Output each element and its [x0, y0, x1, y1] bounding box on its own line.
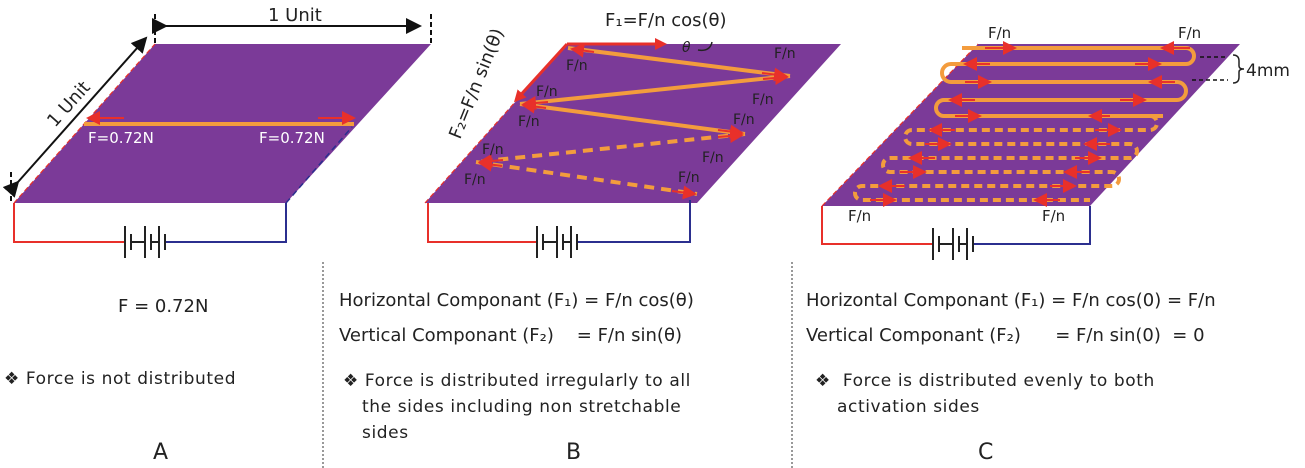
panel-c-fn-top-right: F/n	[1178, 24, 1201, 42]
panel-b-horizontal-component: Horizontal Componant (F₁) = F/n cos(θ)	[339, 290, 694, 311]
panel-a-formula: F = 0.72N	[118, 296, 209, 317]
panel-c-bullet-text-2: activation sides	[837, 397, 980, 417]
panel-c-sheet	[822, 44, 1240, 206]
panel-b-vertical-component: Vertical Componant (F₂) = F/n sin(θ)	[339, 325, 682, 346]
panel-a-bullet: ❖ Force is not distributed	[4, 368, 236, 391]
panel-b-fn-6: F/n	[733, 112, 755, 128]
panel-b-zigzag-actuator	[475, 46, 791, 196]
panel-c-bullet: ❖ Force is distributed evenly to both	[815, 370, 1155, 393]
panel-a-side-dimension	[2, 36, 148, 198]
panel-b-f1-label: F₁=F/n cos(θ)	[605, 10, 727, 31]
panel-c-spacing-brace	[1232, 54, 1245, 84]
panel-c-wire-positive	[821, 206, 933, 245]
panel-c-fn-bottom-right: F/n	[1042, 207, 1065, 225]
panel-c-left-wire-dashed	[821, 43, 979, 207]
panel-c-serpentine-actuator	[934, 46, 1196, 118]
panel-b-fn-1: F/n	[566, 58, 588, 74]
panel-a-dim-top: 1 Unit	[268, 5, 322, 26]
panel-b-bullet: ❖ Force is distributed irregularly to al…	[343, 370, 691, 393]
panel-b-fn-5: F/n	[518, 114, 540, 130]
panel-b-fn-labels: F/n F/n F/n F/n F/n F/n F/n F/n F/n F/n	[464, 46, 796, 188]
separator-ab	[322, 262, 324, 468]
panel-b-fn-7: F/n	[702, 150, 724, 166]
panel-a-letter: A	[153, 440, 169, 465]
panel-a-wire-positive	[13, 203, 125, 243]
panel-a-force-left: F=0.72N	[88, 129, 154, 147]
panel-b-wire-positive	[427, 203, 537, 243]
panel-c-fn-bottom-left: F/n	[848, 207, 871, 225]
panel-b-fn-10: F/n	[678, 170, 700, 186]
panel-c-vertical-component: Vertical Componant (F₂) = F/n sin(0) = 0	[806, 325, 1205, 346]
panel-b-theta: θ	[682, 40, 691, 56]
separator-bc	[791, 262, 793, 468]
panel-c-bullet-icon: ❖	[815, 371, 831, 391]
panel-b-force-arrows	[478, 43, 789, 200]
panel-b-fn-2: F/n	[774, 46, 796, 62]
panel-c-wire-negative	[973, 206, 1091, 245]
panel-a-bullet-text: Force is not distributed	[25, 369, 237, 389]
panel-b-fn-8: F/n	[482, 142, 504, 158]
panel-b-fn-4: F/n	[536, 84, 558, 100]
panel-b-bullet-text-3: sides	[362, 423, 409, 443]
panel-c-letter: C	[978, 440, 994, 465]
panel-a-bullet-icon: ❖	[4, 369, 20, 389]
panel-c-force-arrows	[870, 41, 1190, 207]
panel-a-diagram: F=0.72N F=0.72N 1 Unit 1 Unit	[2, 5, 432, 258]
panel-b-sheet	[425, 44, 841, 203]
panel-a-right-wire-dashed	[285, 126, 353, 204]
panel-b-fn-3: F/n	[752, 92, 774, 108]
panel-b-wire-negative	[577, 200, 691, 243]
panel-c-battery	[932, 228, 974, 260]
panel-b-f2-arrow	[513, 42, 569, 103]
panel-b-bullet-text-1: Force is distributed irregularly to all	[364, 371, 691, 391]
panel-c-horizontal-component: Horizontal Componant (F₁) = F/n cos(0) =…	[806, 290, 1216, 311]
panel-b-theta-arc	[697, 41, 713, 52]
panel-c-spacing-label: 4mm	[1246, 61, 1290, 81]
panel-b-bullet-icon: ❖	[343, 371, 359, 391]
panel-c-fn-top-left: F/n	[988, 24, 1011, 42]
panel-a-battery	[124, 226, 166, 258]
panel-b-letter: B	[566, 440, 582, 465]
panel-a-force-right: F=0.72N	[259, 129, 325, 147]
panel-c-bullet-text-1: Force is distributed evenly to both	[842, 371, 1155, 391]
panel-b-fn-9: F/n	[464, 172, 486, 188]
panel-b-bullet-text-2: the sides including non stretchable	[362, 397, 682, 417]
panel-c-diagram: F/n F/n F/n F/n 4mm	[821, 24, 1290, 260]
panel-b-diagram: θ F₁=F/n cos(θ) F₂=F/n sin(θ) F/n F/n F/…	[424, 10, 841, 258]
panel-b-battery	[536, 226, 578, 258]
panel-a-wire-negative	[165, 203, 287, 243]
